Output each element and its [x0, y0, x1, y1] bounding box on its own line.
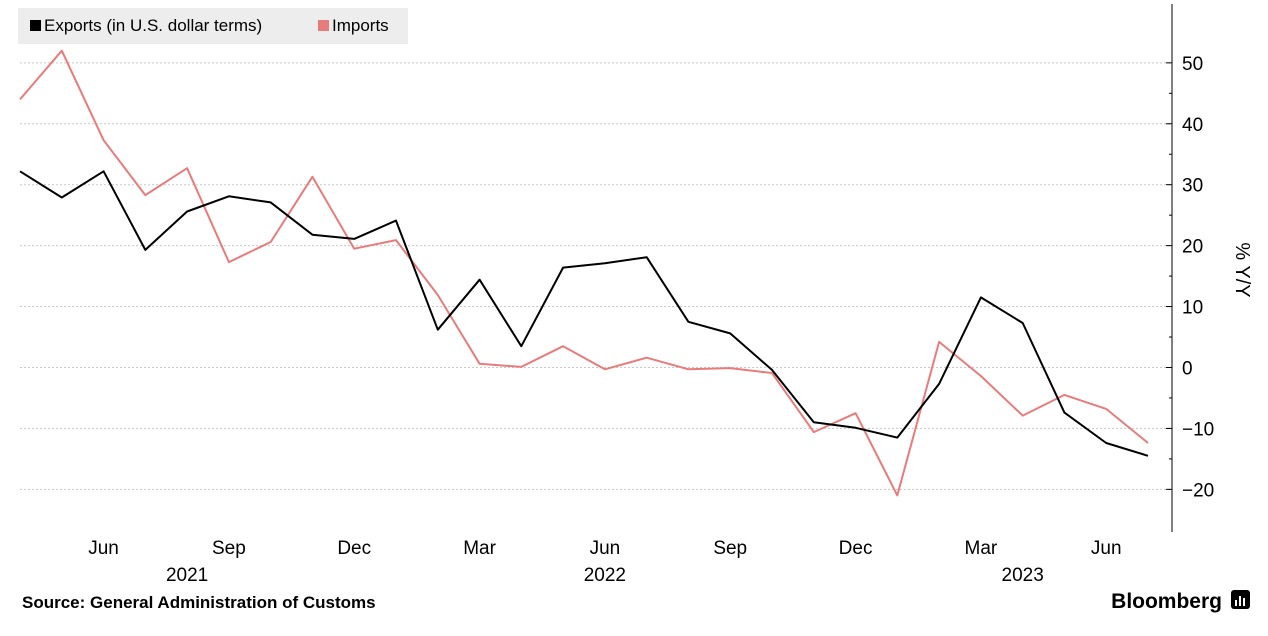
legend-label-exports: Exports (in U.S. dollar terms)	[44, 16, 262, 35]
series-lines	[19, 49, 1149, 497]
legend-background	[18, 8, 408, 44]
x-tick-label: Dec	[839, 538, 873, 559]
imports-line	[19, 49, 1149, 497]
x-tick-label: Mar	[965, 538, 998, 559]
y-tick-label: −10	[1182, 419, 1214, 440]
x-tick-label: Dec	[337, 538, 371, 559]
legend-label-imports: Imports	[332, 16, 389, 35]
x-year-label: 2023	[1002, 565, 1044, 586]
x-year-label: 2022	[584, 565, 626, 586]
y-tick-label: 20	[1182, 237, 1203, 258]
x-tick-label: Jun	[88, 538, 119, 559]
gridlines	[20, 62, 1172, 490]
y-tick-label: 0	[1182, 358, 1193, 379]
legend-swatch-imports	[318, 20, 329, 31]
x-year-label: 2021	[166, 565, 208, 586]
y-axis: 50 40 30 20 10 0 −10 −20	[1166, 4, 1214, 532]
x-axis-labels: Jun Sep Dec Mar Jun Sep Dec Mar Jun 2021 2022 2023	[88, 538, 1121, 586]
legend-swatch-exports	[30, 20, 41, 31]
x-tick-label: Sep	[713, 538, 747, 559]
bloomberg-icon	[1231, 590, 1250, 609]
x-tick-label: Jun	[590, 538, 621, 559]
y-axis-label: % Y/Y	[1231, 242, 1253, 297]
x-tick-label: Jun	[1091, 538, 1122, 559]
y-tick-label: 10	[1182, 298, 1203, 319]
y-tick-label: 50	[1182, 54, 1203, 75]
x-tick-label: Sep	[212, 538, 246, 559]
y-tick-label: 40	[1182, 115, 1203, 136]
x-tick-label: Mar	[463, 538, 496, 559]
exports-line	[19, 170, 1149, 457]
y-tick-label: 30	[1182, 176, 1203, 197]
y-tick-label: −20	[1182, 480, 1214, 501]
source-note: Source: General Administration of Custom…	[22, 593, 376, 612]
bloomberg-logo: Bloomberg	[1111, 590, 1222, 613]
